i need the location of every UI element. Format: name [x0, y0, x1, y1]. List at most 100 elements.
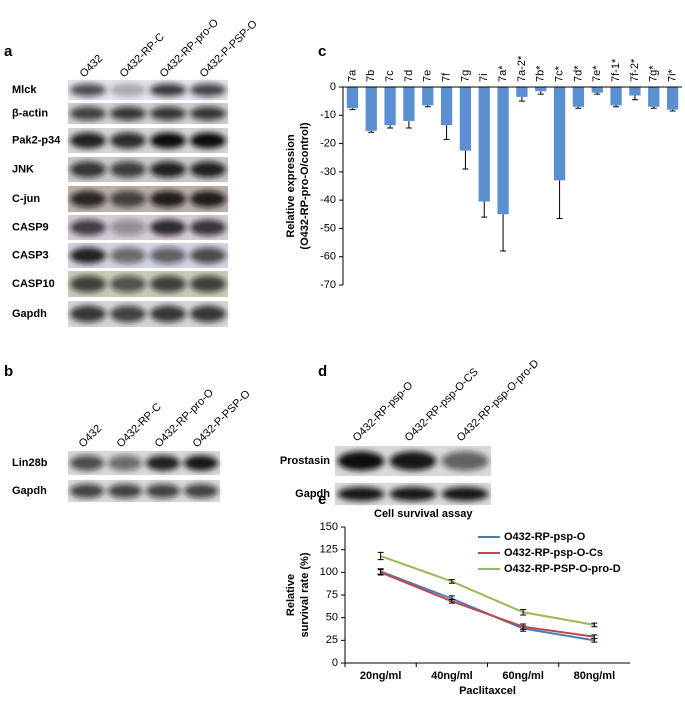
bands	[70, 190, 226, 208]
x-tick-label: 7i*	[666, 68, 678, 82]
chart-title: Cell survival assay	[374, 508, 473, 520]
x-tick-label: 7d	[403, 70, 415, 82]
panel-label: d	[318, 363, 327, 380]
band	[70, 190, 106, 208]
error-bar	[591, 622, 598, 628]
error-bar	[405, 120, 412, 129]
band	[110, 106, 146, 121]
band	[190, 305, 226, 323]
y-tick-label: -20	[320, 137, 336, 149]
row-label: Mlck	[12, 84, 37, 96]
x-tick-label: 7f-2*	[629, 58, 641, 82]
error-bar	[518, 96, 525, 102]
bands	[70, 132, 226, 149]
band	[190, 132, 226, 149]
x-tick-label: 80ng/ml	[574, 670, 616, 682]
band	[150, 106, 186, 121]
bands	[69, 455, 219, 471]
y-axis-label: Relative expression	[285, 134, 297, 238]
x-tick-label: 7e	[422, 70, 434, 82]
error-bar	[481, 201, 488, 218]
legend-label: O432-RP-psp-O-Cs	[504, 547, 603, 559]
band	[190, 106, 226, 121]
row-label: Gapdh	[12, 485, 47, 497]
error-bar	[349, 108, 356, 111]
bar	[346, 87, 359, 109]
row-label: Pak2-p34	[12, 134, 61, 146]
series-line	[380, 571, 595, 638]
band	[150, 305, 186, 323]
x-tick-label: 7b	[365, 70, 377, 82]
error-bar	[669, 109, 676, 112]
y-tick-label: 100	[320, 566, 338, 578]
x-tick-label: 60ng/ml	[502, 670, 544, 682]
bar	[553, 87, 566, 181]
y-tick-label: 25	[326, 634, 338, 646]
row-label: Gapdh	[12, 308, 47, 320]
series-line	[380, 555, 595, 626]
y-tick-label: 75	[326, 589, 338, 601]
error-bar	[575, 106, 582, 109]
bar	[403, 87, 415, 121]
band	[150, 275, 186, 293]
bands	[70, 305, 226, 323]
row-label: CASP10	[12, 278, 55, 290]
band	[190, 83, 226, 97]
error-bar	[387, 125, 394, 129]
x-tick-label: 7g	[459, 70, 471, 82]
band	[107, 483, 143, 499]
x-tick-label: 20ng/ml	[360, 670, 402, 682]
y-tick-label: 0	[332, 657, 338, 669]
band	[150, 247, 186, 264]
band	[337, 451, 385, 471]
y-axis-label: Relative	[285, 574, 297, 616]
bar	[384, 87, 396, 126]
bands	[70, 247, 226, 264]
band	[190, 190, 226, 208]
band	[190, 219, 226, 236]
bar	[440, 87, 453, 126]
x-tick-label: 7b*	[535, 65, 547, 82]
band	[70, 275, 106, 293]
bar	[516, 87, 528, 97]
error-bar	[462, 150, 469, 170]
y-axis-label: survival rate (%)	[299, 552, 311, 637]
y-tick-label: 50	[326, 612, 338, 624]
y-tick-label: -10	[320, 109, 336, 121]
bar	[629, 87, 641, 96]
error-bar	[448, 579, 455, 584]
band	[110, 132, 146, 149]
band	[70, 161, 106, 178]
bar	[422, 87, 434, 106]
error-bar	[594, 92, 601, 95]
error-bar	[443, 125, 450, 140]
lane-label: O432	[78, 53, 106, 81]
error-bar	[537, 91, 544, 95]
band	[145, 455, 181, 471]
band	[110, 219, 146, 236]
error-bar	[591, 634, 598, 640]
band	[70, 132, 106, 149]
bands	[70, 106, 226, 121]
band	[70, 305, 106, 323]
x-tick-label: 7f-1*	[610, 58, 622, 82]
bar	[591, 87, 603, 93]
band	[389, 486, 437, 502]
x-tick-label: 7a-2*	[516, 55, 528, 82]
bar	[478, 87, 490, 202]
y-tick-label: -40	[320, 194, 336, 206]
bands	[69, 483, 219, 499]
bands	[70, 83, 226, 97]
band	[70, 83, 106, 97]
band	[69, 483, 105, 499]
blot-strip	[68, 103, 228, 124]
band	[110, 247, 146, 264]
panel-label: c	[318, 43, 326, 60]
series-line	[380, 570, 595, 642]
x-tick-label: 7a*	[497, 65, 509, 82]
y-tick-label: 150	[320, 521, 338, 533]
bands	[70, 161, 226, 178]
x-tick-label: 7c	[384, 70, 396, 82]
row-label: CASP9	[12, 221, 49, 233]
y-tick-label: 125	[320, 544, 338, 556]
